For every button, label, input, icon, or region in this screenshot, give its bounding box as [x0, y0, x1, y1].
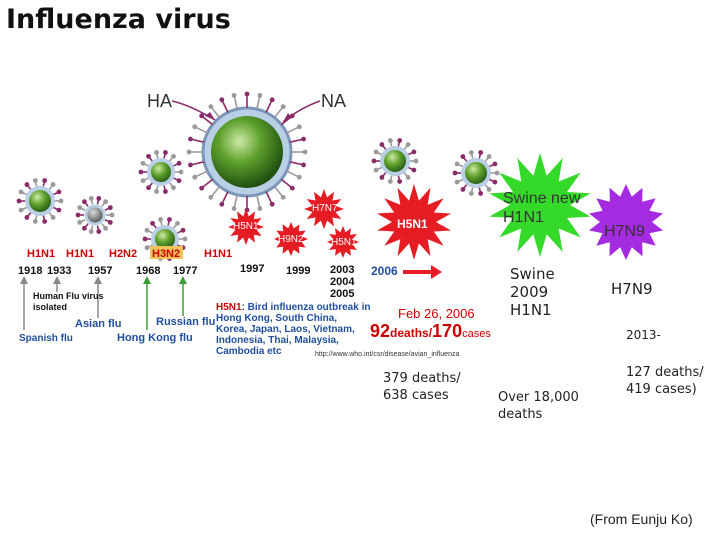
outbreak-line3: Korea, Japan, Laos, Vietnam, — [216, 324, 355, 335]
large-virus-spikes — [186, 91, 308, 213]
arrow-1977-head — [179, 276, 187, 284]
year-2005: 2005 — [330, 288, 355, 300]
small-virus-1 — [25, 186, 55, 216]
h3n2-highlight — [150, 246, 183, 259]
small-virus-6 — [461, 158, 491, 188]
outbreak-line1: : Bird influenza outbreak in — [241, 302, 371, 313]
h7n9-burst — [589, 184, 663, 260]
year-1957: 1957 — [88, 265, 113, 277]
h5n1-mid-burst — [327, 226, 359, 258]
year-1918: 1918 — [18, 265, 43, 277]
human-flu-isolated-line1: Human Flu virus — [33, 291, 104, 301]
bird-flu-outbreak-note: H5N1: Bird influenza outbreak in Hong Ko… — [216, 302, 370, 357]
strain-h1n1-1933: H1N1 — [66, 248, 95, 260]
h7n9-burst-label: H7N9 — [604, 223, 645, 240]
deaths-word: deaths/ — [390, 326, 433, 340]
h7n9-total-line1: 127 deaths/ — [626, 365, 704, 380]
arrow-1918-head — [20, 276, 28, 284]
h5n1-big-label: H5N1 — [397, 217, 428, 231]
strain-h1n1-1977: H1N1 — [204, 248, 233, 260]
year-1997: 1997 — [240, 263, 265, 275]
h7n9-label: H7N9 — [611, 280, 653, 298]
arrow-2006-shaft — [403, 270, 431, 274]
outbreak-line2: Hong Kong, South China, — [216, 313, 338, 324]
year-2004: 2004 — [330, 276, 355, 288]
arrow-1933-head — [53, 276, 61, 284]
year-1999: 1999 — [286, 265, 311, 277]
year-1977: 1977 — [173, 265, 198, 277]
swine-new-h1n1-burst — [489, 153, 591, 257]
swine-2009-line1: Swine — [510, 265, 555, 283]
large-virus-particle — [201, 106, 293, 198]
year-1933: 1933 — [47, 265, 72, 277]
swine-2009-line3: H1N1 — [510, 301, 552, 319]
human-flu-isolated-line2: isolated — [33, 302, 68, 312]
small-virus-2 — [84, 204, 106, 226]
outbreak-date: Feb 26, 2006 — [398, 306, 475, 321]
arrow-2006-head — [431, 265, 442, 279]
h5n1-small-label: H5N1 — [233, 221, 259, 232]
strain-h2n2: H2N2 — [109, 248, 138, 260]
page-title: Influenza virus — [6, 4, 231, 35]
swine-2009-line2: 2009 — [510, 283, 549, 301]
arrow-1968-head — [143, 276, 151, 284]
spanish-flu-label: Spanish flu — [19, 333, 73, 344]
arrow-1957-head — [94, 276, 102, 284]
h9n2-label: H9N2 — [278, 234, 304, 245]
na-pointer-arrowhead — [283, 113, 292, 122]
russian-flu-label: Russian flu — [156, 316, 216, 328]
strain-h1n1-1918: H1N1 — [27, 248, 56, 260]
since-2013-label: 2013- — [626, 328, 661, 342]
h5n1-small-burst — [228, 209, 264, 245]
h5n1-big-burst — [377, 184, 451, 260]
h9n2-burst — [274, 222, 308, 256]
swine-new-h1n1-label: Swine new H1N1 — [503, 190, 581, 226]
small-virus-3 — [147, 158, 175, 186]
asian-flu-label: Asian flu — [75, 318, 122, 330]
year-2003: 2003 — [330, 264, 355, 276]
swine-total-line1: Over 18,000 — [498, 390, 579, 405]
h7n7-burst — [304, 189, 344, 229]
deaths-number: 92 — [370, 321, 391, 341]
na-label: NA — [321, 91, 347, 111]
h5n1-mid-label: H5N1 — [331, 237, 357, 248]
year-2006: 2006 — [371, 264, 398, 278]
cases-word: cases — [462, 328, 491, 340]
who-source-url: http://www.who.int/csr/disease/avian_inf… — [315, 351, 460, 358]
h5n1-total-line1: 379 deaths/ — [383, 371, 461, 386]
swine-total-line2: deaths — [498, 407, 543, 422]
h5n1-total-line2: 638 cases — [383, 388, 449, 403]
outbreak-line5: Cambodia etc — [216, 346, 282, 357]
strain-h3n2: H3N2 — [152, 248, 181, 260]
ha-label: HA — [147, 91, 173, 111]
h7n7-label: H7N7 — [312, 203, 338, 214]
outbreak-prefix: H5N1 — [216, 302, 242, 313]
deaths-cases-figure: 92deaths/170cases — [370, 321, 491, 342]
hong-kong-flu-label: Hong Kong flu — [117, 332, 193, 344]
outbreak-line4: Indonesia, Thai, Malaysia, — [216, 335, 339, 346]
h7n9-total-line2: 419 cases) — [626, 382, 697, 397]
credit-line: (From Eunju Ko) — [590, 511, 693, 527]
ha-pointer-arrowhead — [205, 112, 215, 120]
year-1968: 1968 — [136, 265, 161, 277]
small-virus-5 — [380, 146, 410, 176]
cases-number: 170 — [432, 321, 463, 341]
